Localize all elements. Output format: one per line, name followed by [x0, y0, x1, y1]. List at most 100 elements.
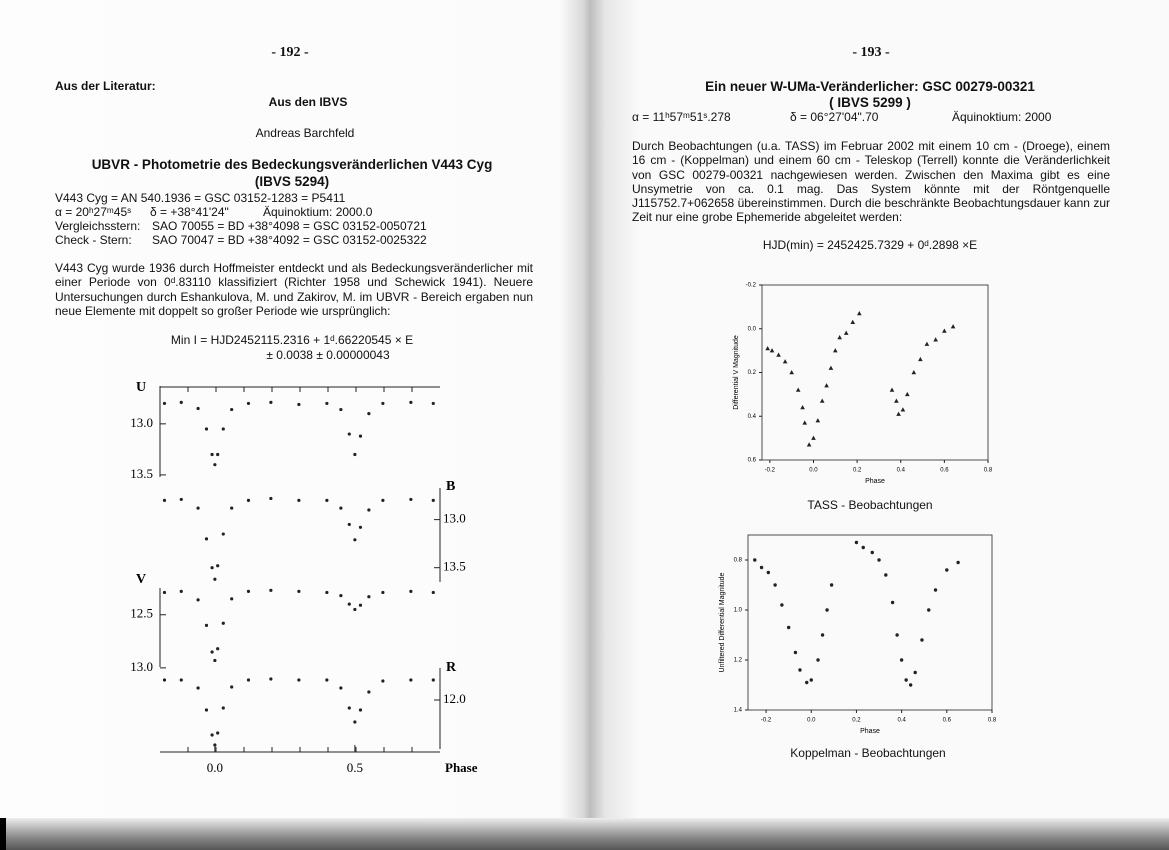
data-point: [269, 588, 273, 592]
data-point: [339, 594, 343, 598]
data-point: [766, 570, 771, 575]
data-point: [825, 608, 829, 612]
data-point: [213, 577, 217, 581]
scan-edge-dark: [0, 818, 6, 850]
data-point: [904, 678, 908, 682]
panel-name: B: [446, 479, 455, 494]
data-point: [210, 733, 214, 737]
data-point: [204, 427, 209, 431]
data-point: [179, 589, 183, 593]
title: (IBVS 5294): [254, 174, 330, 189]
data-point: [828, 365, 834, 370]
data-point: [850, 319, 856, 324]
y-tick-label: 13.5: [443, 559, 466, 574]
y-tick-label: 1.2: [734, 658, 743, 664]
data-point: [820, 633, 825, 637]
data-point: [230, 685, 234, 689]
y-tick-label: 13.0: [130, 659, 153, 674]
x-axis-label: Phase: [865, 478, 885, 485]
data-point: [896, 411, 901, 416]
data-point: [908, 683, 913, 687]
data-point: [877, 558, 881, 562]
page-number: - 193 -: [852, 45, 890, 60]
data-point: [409, 497, 413, 502]
plot-frame: [747, 534, 993, 711]
data-point: [769, 348, 775, 353]
data-point: [246, 589, 251, 593]
data-point: [753, 558, 757, 562]
data-point: [246, 498, 251, 502]
data-point: [213, 743, 217, 747]
scan-edge: [0, 818, 1169, 850]
title: Ein neuer W-UMa-Veränderlicher: GSC 0027…: [705, 79, 1035, 94]
page-number: - 192 -: [271, 45, 309, 60]
data-point: [381, 498, 385, 502]
data-point: [325, 590, 329, 595]
data-point: [367, 508, 371, 512]
data-point: [179, 497, 183, 502]
data-point: [381, 401, 385, 406]
data-point: [246, 678, 251, 682]
data-point: [358, 603, 363, 607]
formula: ± 0.0038 ± 0.00000043: [266, 348, 390, 362]
data-point: [230, 407, 234, 412]
data-point: [347, 602, 351, 606]
data-point: [297, 678, 301, 682]
x-tick-label: 0.5: [347, 760, 363, 775]
data-point: [793, 650, 798, 655]
y-tick-label: 13.5: [130, 466, 153, 481]
data-point: [920, 638, 924, 642]
data-point: [297, 402, 301, 407]
panel-name: V: [136, 572, 146, 587]
y-tick-label: 12.5: [130, 606, 153, 621]
data-point: [805, 680, 809, 685]
data-point: [802, 420, 808, 425]
data-point: [353, 538, 357, 542]
data-point: [800, 405, 805, 410]
data-point: [889, 387, 895, 392]
section: Aus der Literatur:: [55, 79, 156, 93]
data-point: [809, 678, 813, 682]
data-point: [933, 337, 938, 342]
data-point: [221, 532, 225, 536]
y-tick-label: 0.4: [748, 414, 757, 420]
data-point: [339, 407, 343, 412]
formula: Min I = HJD2452115.2316 + 1ᵈ.66220545 × …: [170, 333, 414, 347]
info: SAO 70047 = BD +38°4092 = GSC 03152-0025…: [152, 233, 427, 247]
data-point: [179, 400, 183, 404]
data-point: [358, 434, 363, 438]
data-point: [196, 406, 200, 411]
data-point: [431, 590, 435, 595]
paragraph: V443 Cyg wurde 1936 durch Hoffmeister en…: [55, 261, 533, 318]
data-point: [353, 720, 357, 724]
coordinate: δ = 06°27'04".70: [790, 110, 879, 124]
data-point: [196, 598, 200, 602]
data-point: [162, 590, 167, 595]
x-tick-label: 0.2: [853, 468, 862, 474]
data-point: [347, 432, 351, 436]
data-point: [773, 583, 777, 587]
data-point: [409, 678, 413, 682]
data-point: [856, 310, 862, 316]
data-point: [900, 407, 906, 412]
data-point: [347, 522, 351, 527]
data-point: [358, 708, 363, 712]
data-point: [795, 387, 801, 392]
data-point: [353, 452, 357, 457]
x-tick-label: 0.8: [988, 718, 997, 724]
data-point: [210, 452, 214, 457]
data-point: [204, 623, 209, 627]
data-point: [358, 525, 363, 529]
x-tick-label: 0.0: [207, 760, 223, 775]
data-point: [162, 401, 167, 406]
x-tick-label: 0.6: [940, 468, 949, 474]
data-point: [210, 566, 214, 570]
data-point: [870, 550, 874, 555]
data-point: [811, 435, 816, 440]
data-point: [339, 506, 343, 510]
data-point: [431, 498, 435, 502]
info: Äquinoktium: 2000.0: [263, 205, 373, 219]
y-tick-label: -0.2: [746, 283, 757, 289]
data-point: [297, 498, 301, 502]
